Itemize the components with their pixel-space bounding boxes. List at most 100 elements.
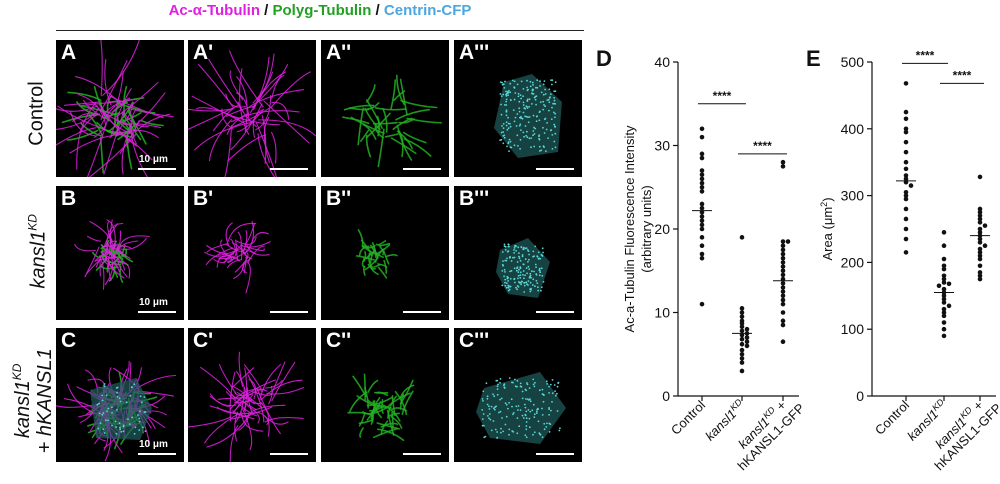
centrin-dot — [539, 271, 542, 274]
centrin-dot — [549, 129, 552, 132]
data-point — [739, 356, 745, 361]
fiber-strand — [120, 240, 139, 248]
scale-label: 10 μm — [139, 439, 168, 450]
fiber-strand — [69, 111, 96, 137]
panel-label: A — [61, 41, 77, 64]
centrin-dot — [532, 134, 534, 137]
centrin-dot — [488, 413, 491, 415]
title-polyg-tubulin: Polyg-Tubulin — [272, 2, 372, 19]
centrin-dot — [519, 266, 522, 268]
cell-outline — [90, 378, 152, 440]
centrin-dot — [535, 279, 538, 282]
centrin-dot — [510, 398, 513, 401]
data-point — [780, 255, 786, 261]
data-point — [941, 256, 947, 262]
fiber-strand — [352, 375, 367, 398]
centrin-dot — [512, 109, 515, 111]
centrin-dot — [542, 100, 545, 103]
data-point — [941, 266, 947, 272]
centrin-dot — [525, 134, 528, 137]
data-point — [780, 247, 786, 253]
data-point — [941, 280, 947, 285]
centrin-dot — [519, 274, 522, 276]
centrin-dot — [533, 270, 535, 273]
centrin-dot — [548, 422, 551, 425]
fiber-strand — [367, 263, 376, 270]
centrin-dot — [500, 397, 503, 400]
fiber-strand — [246, 387, 263, 405]
fiber-strand — [103, 110, 125, 175]
centrin-dot — [529, 80, 532, 83]
centrin-dot — [510, 270, 513, 272]
centrin-dot — [98, 412, 101, 415]
fiber-strand — [245, 261, 251, 294]
fiber-strand — [363, 373, 367, 402]
fiber-strand — [251, 231, 269, 242]
centrin-dot — [514, 378, 516, 381]
data-point — [977, 213, 983, 218]
centrin-dot — [529, 426, 531, 429]
fiber-strand — [382, 108, 388, 133]
centrin-dot — [543, 422, 546, 425]
fiber-strand — [372, 406, 389, 415]
centrin-dot — [507, 407, 509, 410]
data-point — [739, 360, 745, 365]
data-point — [699, 210, 705, 215]
data-point — [780, 318, 786, 324]
centrin-dot — [498, 411, 500, 414]
centrin-dot — [529, 281, 532, 284]
centrin-dot — [119, 426, 121, 429]
fiber-strand — [196, 107, 241, 122]
fiber-strand — [188, 108, 234, 112]
fiber-strand — [76, 102, 97, 170]
centrin-dot — [501, 417, 503, 419]
x-category-label: kansl1KD +hKANSL1-GFP — [932, 398, 1000, 474]
fiber-strand — [365, 134, 372, 158]
centrin-dot — [506, 275, 509, 278]
centrin-dot — [525, 105, 528, 108]
fiber-strand — [357, 229, 364, 248]
centrin-dot — [507, 116, 509, 119]
centrin-dot — [516, 261, 519, 263]
centrin-dot — [541, 414, 544, 416]
fiber-strand — [219, 364, 237, 395]
centrin-dot — [538, 389, 541, 392]
centrin-dot — [527, 284, 529, 286]
centrin-dot — [509, 146, 512, 149]
centrin-dot — [532, 130, 535, 132]
fiber-strand — [117, 256, 128, 278]
centrin-dot — [138, 420, 141, 423]
data-point — [941, 326, 947, 332]
centrin-dot — [500, 113, 503, 116]
fiber-strand — [242, 258, 251, 274]
centrin-dot — [516, 83, 519, 86]
centrin-dot — [546, 122, 548, 124]
centrin-dot — [499, 378, 502, 380]
centrin-dot — [522, 274, 524, 276]
data-point — [903, 129, 909, 135]
centrin-dot — [488, 405, 490, 408]
data-point — [903, 236, 909, 242]
centrin-dot — [518, 425, 521, 428]
fiber-strand — [66, 129, 99, 141]
data-point — [699, 214, 705, 219]
y-tick-label: 30 — [654, 138, 670, 154]
fiber-strand — [104, 58, 112, 106]
fiber-strand — [213, 257, 228, 264]
centrin-dot — [527, 116, 529, 118]
fiber-strand — [371, 242, 377, 258]
centrin-dot — [551, 83, 553, 86]
data-point — [903, 139, 909, 145]
fiber-strand — [255, 121, 277, 177]
centrin-dot — [484, 435, 487, 438]
data-point — [699, 168, 705, 173]
centrin-dot — [509, 285, 511, 288]
centrin-dot — [525, 417, 528, 420]
data-point — [903, 126, 909, 132]
fiber-strand — [106, 252, 126, 271]
panel-label: B' — [193, 187, 214, 210]
fiber-strand — [102, 40, 140, 96]
fiber-strand — [374, 107, 407, 111]
centrin-dot — [524, 258, 527, 261]
data-point — [977, 270, 983, 275]
